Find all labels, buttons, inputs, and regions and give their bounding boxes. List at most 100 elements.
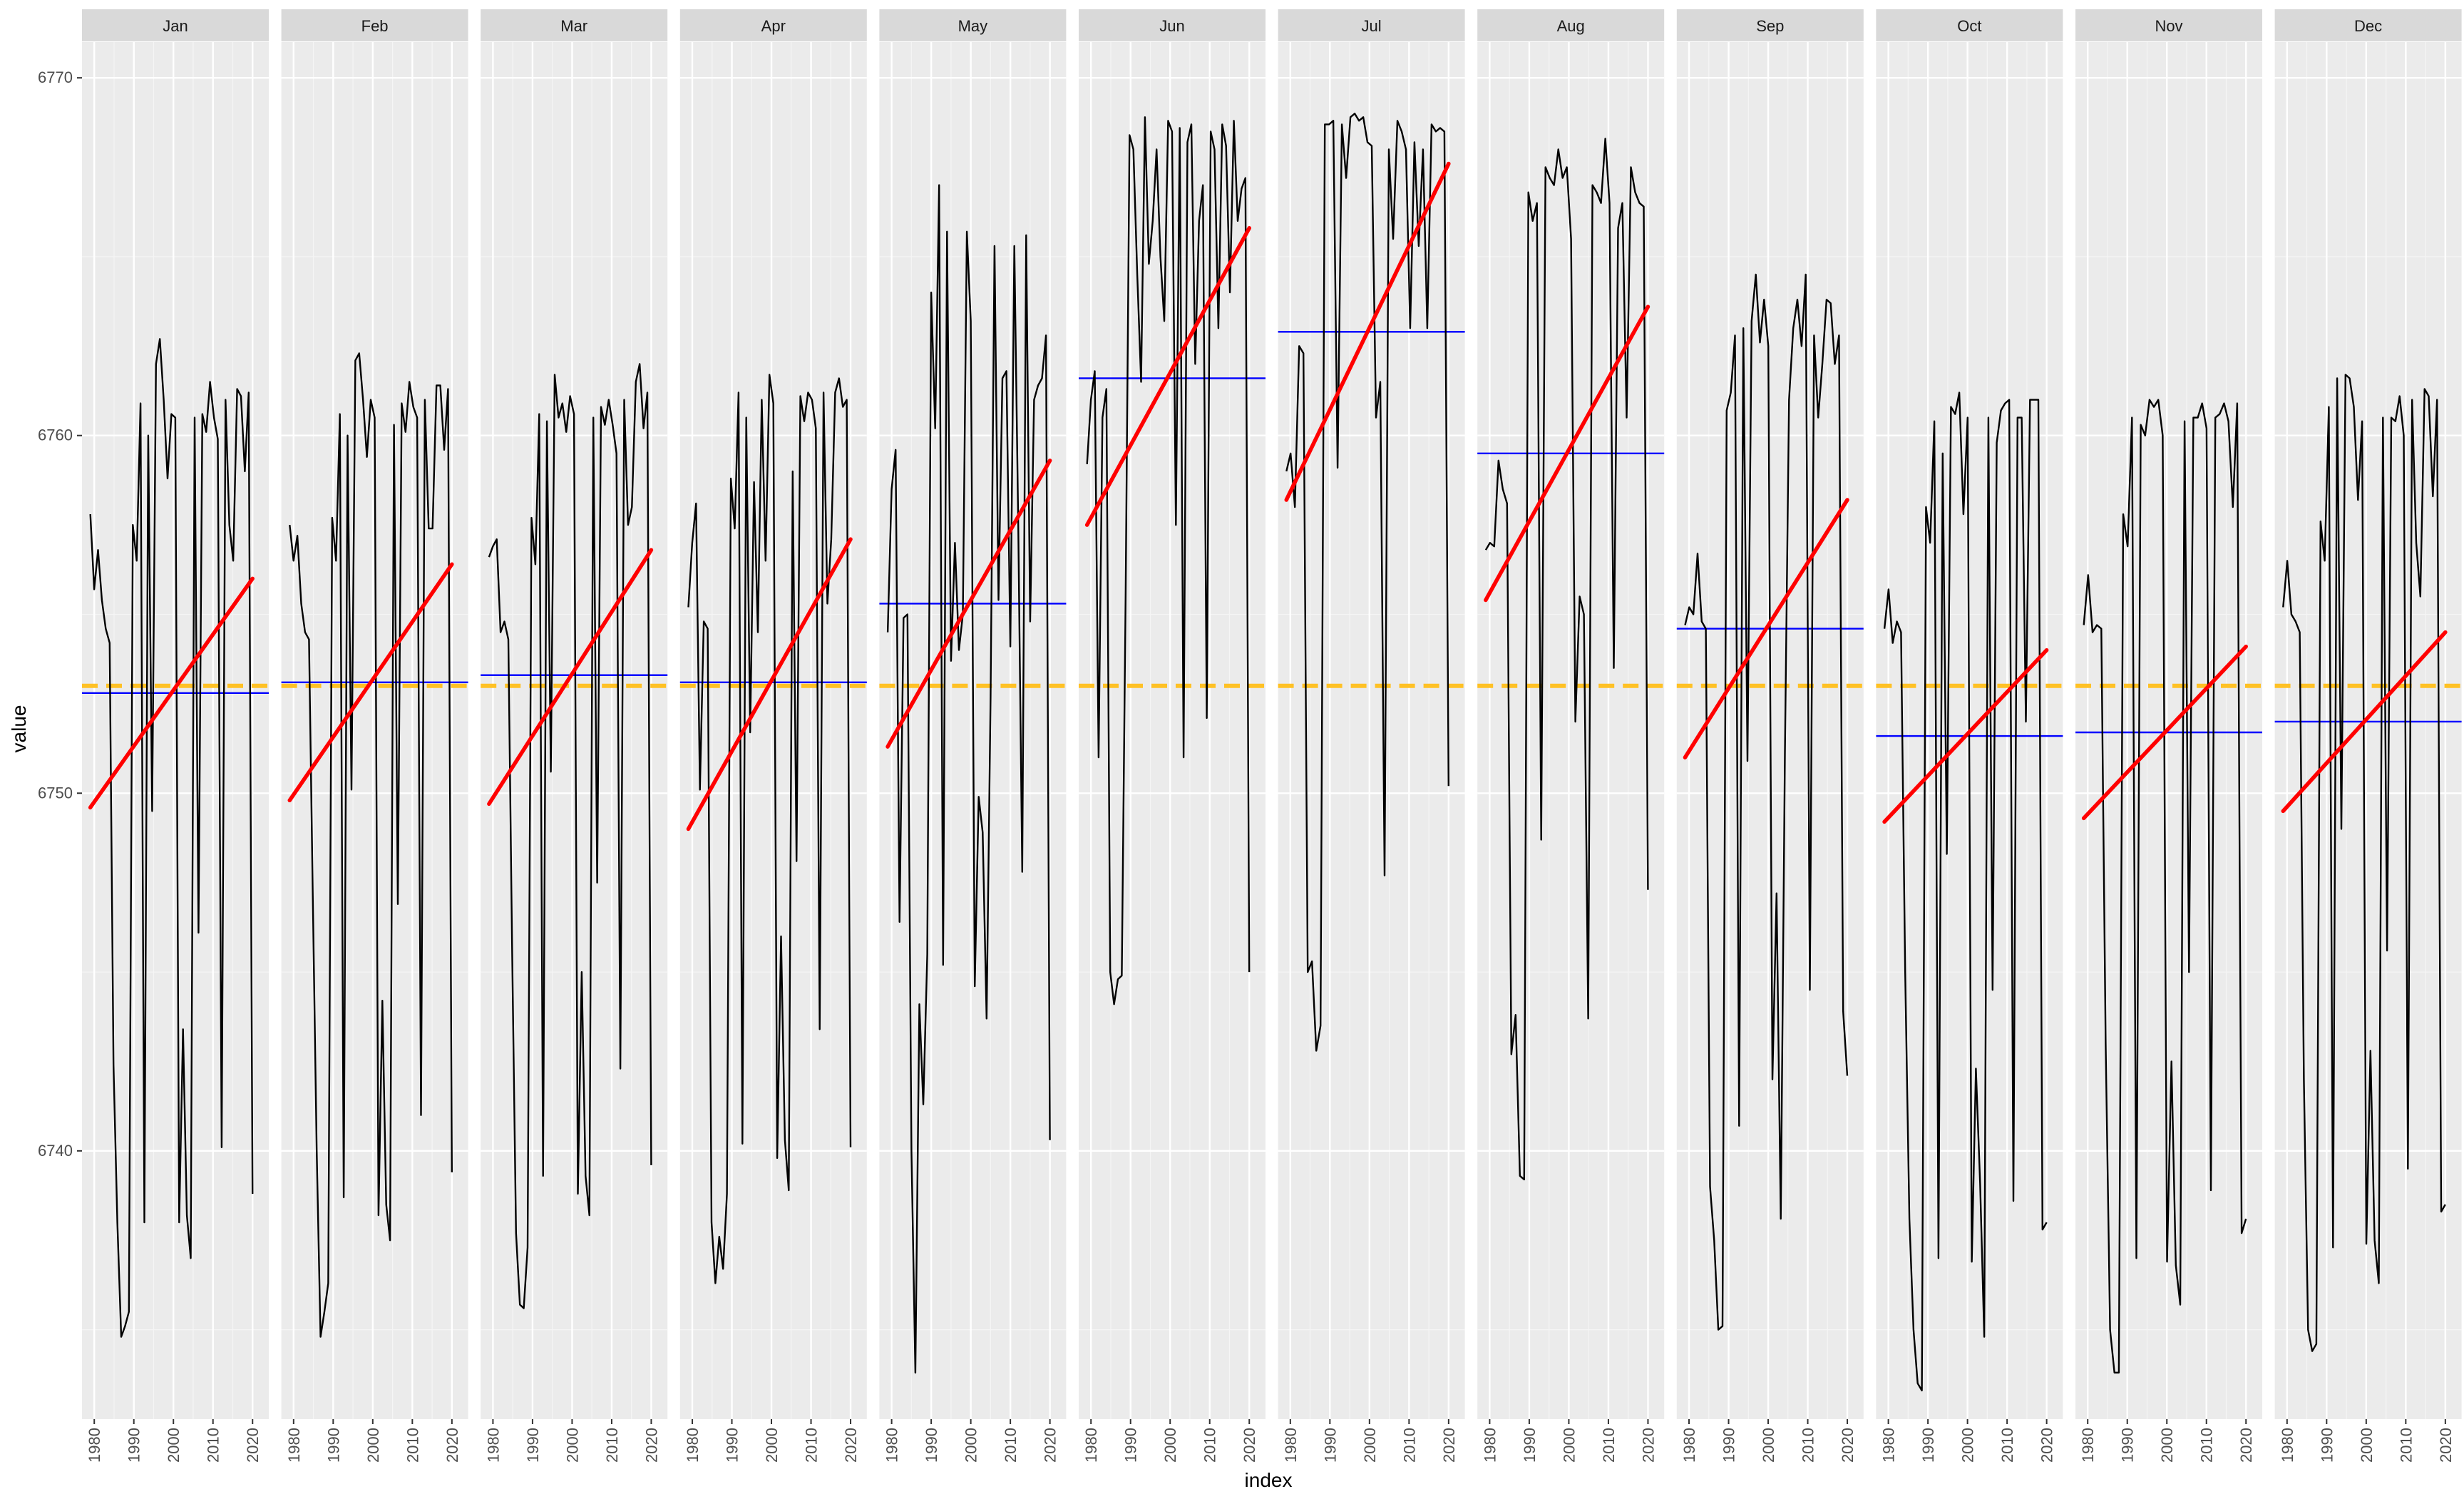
facet-strip-label: Aug xyxy=(1557,17,1585,35)
x-tick-label: 2020 xyxy=(1440,1428,1458,1463)
x-tick-label: 2000 xyxy=(1760,1428,1777,1463)
x-tick-label: 1990 xyxy=(923,1428,940,1463)
x-tick-label: 2010 xyxy=(803,1428,821,1463)
series-line xyxy=(289,352,453,1338)
trend-line xyxy=(2281,630,2448,814)
facet-strip xyxy=(82,9,269,41)
x-tick-label: 1990 xyxy=(125,1428,143,1463)
trend-line xyxy=(1084,226,1251,527)
facet-strip-label: Dec xyxy=(2354,17,2382,35)
facet-strip xyxy=(281,9,468,41)
facet-strip-label: May xyxy=(958,17,988,35)
x-tick-label: 2010 xyxy=(2397,1428,2415,1463)
facet-strip-label: Mar xyxy=(560,17,587,35)
series-line xyxy=(488,363,652,1309)
trend-line xyxy=(88,576,255,810)
facet-strip-label: Feb xyxy=(361,17,389,35)
x-tick-label: 1980 xyxy=(1082,1428,1100,1463)
x-tick-label: 1990 xyxy=(324,1428,342,1463)
facet-strip-label: Apr xyxy=(761,17,786,35)
facet-strip xyxy=(2075,9,2262,41)
x-axis-title: index xyxy=(1245,1469,1293,1491)
facet-strip-label: Jan xyxy=(163,17,188,35)
facet-panel-jan: Jan 1980 1990 2000 2010 2020 xyxy=(82,9,269,1463)
x-tick-label: 2000 xyxy=(364,1428,382,1463)
facet-strip xyxy=(1278,9,1465,41)
facet-strip-label: Jun xyxy=(1159,17,1184,35)
x-tick-label: 2010 xyxy=(1600,1428,1618,1463)
x-tick-label: 1980 xyxy=(484,1428,502,1463)
panel-background xyxy=(481,42,668,1419)
x-tick-label: 1980 xyxy=(1481,1428,1499,1463)
x-tick-label: 1980 xyxy=(285,1428,303,1463)
x-tick-label: 1980 xyxy=(684,1428,702,1463)
x-tick-label: 2020 xyxy=(1839,1428,1857,1463)
x-tick-label: 1990 xyxy=(1720,1428,1738,1463)
series-line xyxy=(687,374,852,1284)
trend-line xyxy=(2081,644,2248,821)
facet-panel-may: May 1980 1990 2000 2010 2020 xyxy=(879,9,1067,1463)
x-tick-label: 2010 xyxy=(1201,1428,1219,1463)
trend-line xyxy=(287,562,454,803)
facet-strip xyxy=(481,9,668,41)
x-tick-label: 2010 xyxy=(1998,1428,2016,1463)
panel-background xyxy=(281,42,468,1419)
trend-line xyxy=(1683,498,1849,759)
x-tick-label: 2000 xyxy=(1560,1428,1578,1463)
x-tick-label: 2010 xyxy=(1400,1428,1418,1463)
x-tick-label: 2020 xyxy=(2237,1428,2255,1463)
facet-strip xyxy=(1079,9,1266,41)
x-tick-label: 2000 xyxy=(2158,1428,2176,1463)
x-tick-label: 2020 xyxy=(842,1428,860,1463)
x-tick-label: 1990 xyxy=(724,1428,741,1463)
x-tick-label: 2010 xyxy=(205,1428,222,1463)
facet-panel-oct: Oct 1980 1990 2000 2010 2020 xyxy=(1876,9,2063,1463)
facet-panel-jun: Jun 1980 1990 2000 2010 2020 xyxy=(1079,9,1266,1463)
x-tick-label: 2020 xyxy=(1042,1428,1059,1463)
y-tick-label: 6770 xyxy=(38,68,73,86)
y-tick-label: 6760 xyxy=(38,426,73,444)
facet-strip xyxy=(1676,9,1864,41)
series-line xyxy=(2282,374,2446,1352)
y-tick-label: 6750 xyxy=(38,784,73,802)
facet-strip-label: Oct xyxy=(1957,17,1981,35)
facet-strip-label: Jul xyxy=(1362,17,1382,35)
x-tick-label: 2010 xyxy=(1002,1428,1020,1463)
x-tick-label: 1980 xyxy=(86,1428,103,1463)
facet-panel-feb: Feb 1980 1990 2000 2010 2020 xyxy=(281,9,468,1463)
x-tick-label: 1990 xyxy=(1321,1428,1339,1463)
x-tick-label: 2000 xyxy=(2358,1428,2376,1463)
facet-panel-apr: Apr 1980 1990 2000 2010 2020 xyxy=(679,9,867,1463)
trend-line xyxy=(686,537,853,832)
series-line xyxy=(1285,113,1450,1052)
facet-strip xyxy=(879,9,1067,41)
facet-panel-aug: Aug 1980 1990 2000 2010 2020 xyxy=(1477,9,1665,1463)
facet-strip-label: Nov xyxy=(2155,17,2182,35)
x-tick-label: 2020 xyxy=(642,1428,660,1463)
x-tick-label: 2010 xyxy=(1800,1428,1817,1463)
series-line xyxy=(2083,399,2247,1374)
facet-panel-sep: Sep 1980 1990 2000 2010 2020 xyxy=(1676,9,1864,1463)
series-line xyxy=(89,338,254,1338)
facet-panel-nov: Nov 1980 1990 2000 2010 2020 xyxy=(2075,9,2262,1463)
x-tick-label: 2000 xyxy=(962,1428,980,1463)
x-tick-label: 1980 xyxy=(1680,1428,1698,1463)
facet-panel-jul: Jul 1980 1990 2000 2010 2020 xyxy=(1278,9,1465,1463)
x-tick-label: 2020 xyxy=(1241,1428,1258,1463)
x-tick-label: 2010 xyxy=(603,1428,621,1463)
x-tick-label: 2000 xyxy=(1361,1428,1379,1463)
x-tick-label: 1990 xyxy=(2119,1428,2137,1463)
x-tick-label: 2020 xyxy=(2038,1428,2056,1463)
trend-line xyxy=(1284,161,1451,502)
x-tick-label: 1980 xyxy=(883,1428,901,1463)
x-tick-label: 2000 xyxy=(563,1428,581,1463)
x-tick-label: 1990 xyxy=(524,1428,542,1463)
series-line xyxy=(1883,392,2048,1392)
facet-strip xyxy=(1876,9,2063,41)
panel-background xyxy=(1079,42,1266,1419)
y-axis-title: value xyxy=(8,705,30,753)
x-tick-label: 1980 xyxy=(2279,1428,2296,1463)
x-tick-label: 2020 xyxy=(1639,1428,1657,1463)
panel-background xyxy=(82,42,269,1419)
x-tick-label: 1990 xyxy=(1122,1428,1140,1463)
